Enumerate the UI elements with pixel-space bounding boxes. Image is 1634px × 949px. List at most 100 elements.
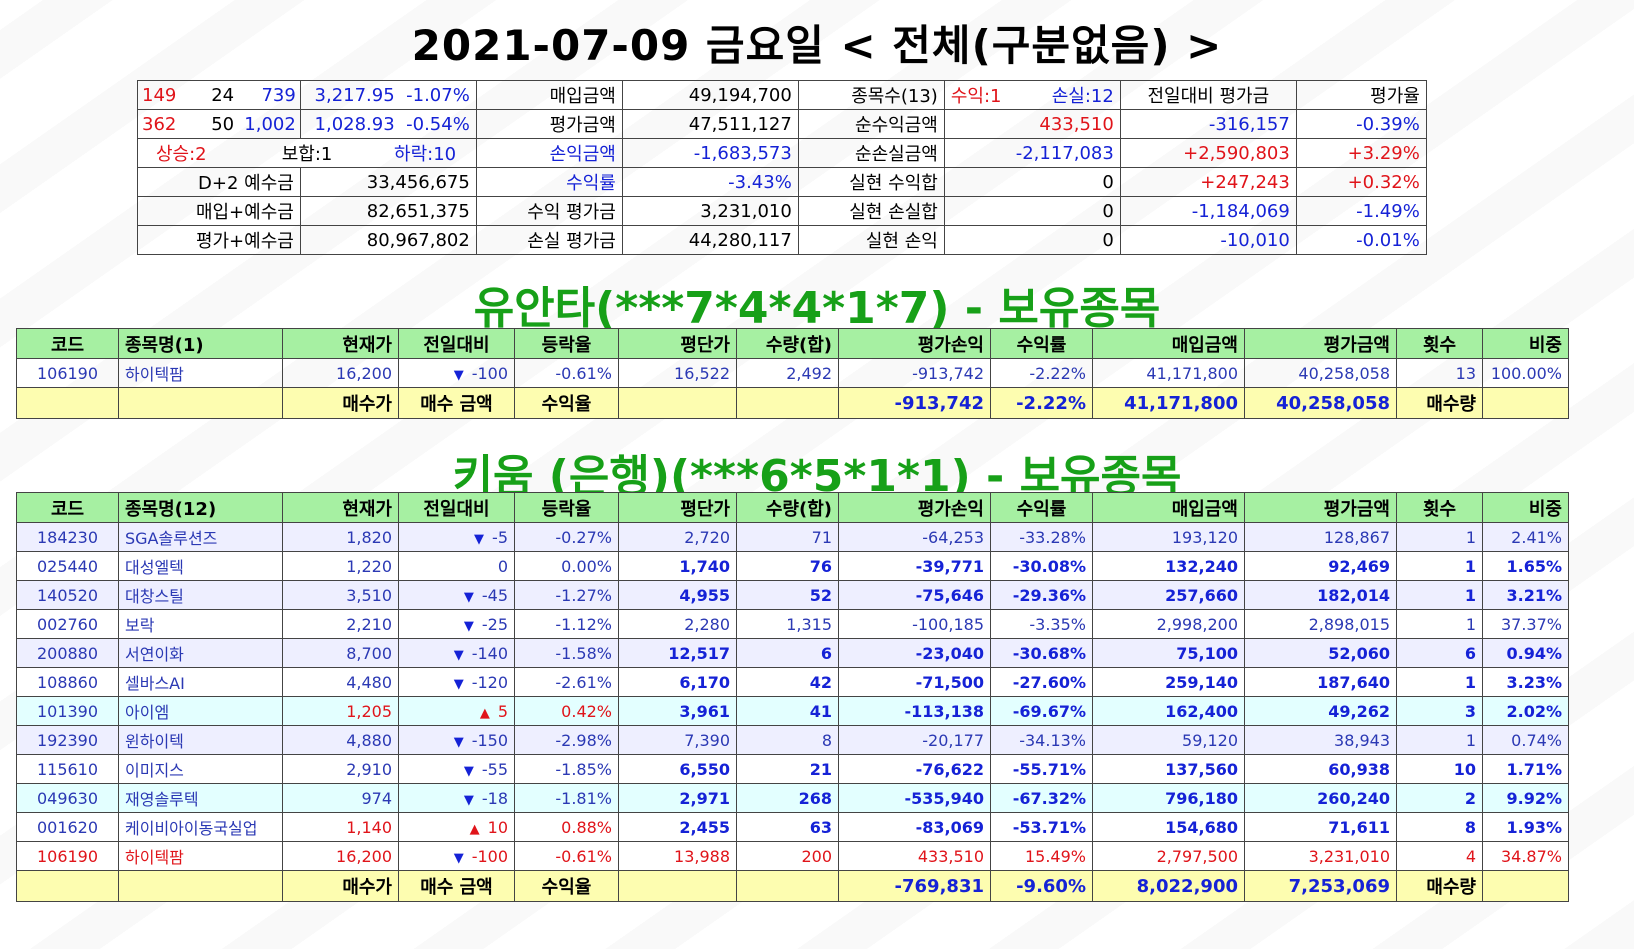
quantity: 42: [736, 667, 839, 697]
current-price: 1,205: [282, 696, 399, 726]
column-header[interactable]: 등락율: [514, 328, 619, 359]
eval-amount: 260,240: [1244, 783, 1397, 813]
table-row[interactable]: 192390 윈하이텍 4,880 ▼ -150 -2.98% 7,390 8 -20,177-…: [16, 725, 1569, 755]
empty-cell: [118, 870, 283, 902]
stock-name[interactable]: 재영솔루텍: [118, 783, 283, 813]
change-value: -18: [481, 788, 508, 808]
stock-name[interactable]: SGA솔루션즈: [118, 522, 283, 552]
average-price: 6,170: [618, 667, 737, 697]
value-cell: -0.01%: [1295, 225, 1427, 255]
quantity: 8: [736, 725, 839, 755]
eval-amount: 2,898,015: [1244, 609, 1397, 639]
column-header[interactable]: 평가금액: [1244, 328, 1397, 359]
total-return: -9.60%: [990, 870, 1093, 902]
table-row[interactable]: 140520 대창스틸 3,510 ▼ -45 -1.27% 4,955 52 -75,646-…: [16, 580, 1569, 610]
current-price: 1,820: [282, 522, 399, 552]
trade-count: 1: [1396, 609, 1483, 639]
column-header[interactable]: 코드: [16, 492, 119, 523]
column-header[interactable]: 횟수: [1396, 328, 1483, 359]
column-header[interactable]: 평가손익: [838, 328, 991, 359]
column-header[interactable]: 수익률: [990, 492, 1093, 523]
table-row[interactable]: 200880 서연이화 8,700 ▼ -140 -1.58% 12,517 6 -23,040…: [16, 638, 1569, 668]
column-header[interactable]: 수익률: [990, 328, 1093, 359]
trade-count: 8: [1396, 812, 1483, 842]
column-header[interactable]: 현재가: [282, 492, 399, 523]
table-row[interactable]: 106190 하이텍팜 16,200 ▼ -100 -0.61% 16,522 2,492 -9…: [16, 358, 1569, 388]
stock-name[interactable]: 이미지스: [118, 754, 283, 784]
column-header[interactable]: 종목명(12): [118, 492, 283, 523]
weight: 2.41%: [1482, 522, 1569, 552]
eval-amount: 49,262: [1244, 696, 1397, 726]
stock-name[interactable]: 하이텍팜: [118, 358, 283, 388]
column-header[interactable]: 전일대비: [398, 328, 515, 359]
stock-name[interactable]: 아이엠: [118, 696, 283, 726]
unchanged-count: 50: [211, 113, 235, 135]
total-buy-amount: 41,171,800: [1092, 387, 1245, 419]
current-price: 16,200: [282, 358, 399, 388]
average-price: 4,955: [618, 580, 737, 610]
eval-amount: 40,258,058: [1244, 358, 1397, 388]
column-header[interactable]: 현재가: [282, 328, 399, 359]
table-row[interactable]: 049630 재영솔루텍 974 ▼ -18 -1.81% 2,971 268 -535,940…: [16, 783, 1569, 813]
up-triangle-icon: ▲: [479, 705, 490, 721]
change-rate: -1.58%: [514, 638, 619, 668]
change-rate: 0.88%: [514, 812, 619, 842]
stock-name[interactable]: 케이비아이동국실업: [118, 812, 283, 842]
column-header[interactable]: 횟수: [1396, 492, 1483, 523]
table-row[interactable]: 115610 이미지스 2,910 ▼ -55 -1.85% 6,550 21 -76,622-…: [16, 754, 1569, 784]
column-header[interactable]: 전일대비: [398, 492, 515, 523]
down-triangle-icon: ▼: [463, 618, 474, 634]
stock-name[interactable]: 하이텍팜: [118, 841, 283, 871]
stock-name[interactable]: 대성엘텍: [118, 551, 283, 581]
weight: 1.71%: [1482, 754, 1569, 784]
summary-row: 149 24 739 3,217.95 -1.07% 매입금액 49,194,7…: [137, 80, 1427, 110]
table-row[interactable]: 108860 셀바스AI 4,480 ▼ -120 -2.61% 6,170 42 -71,50…: [16, 667, 1569, 697]
table-row[interactable]: 025440 대성엘텍 1,220 0 0.00% 1,740 76 -39,771 -30.0…: [16, 551, 1569, 581]
column-header[interactable]: 코드: [16, 328, 119, 359]
profit-loss: -75,646: [838, 580, 991, 610]
value-cell: +2,590,803: [1119, 138, 1297, 168]
stock-name[interactable]: 보락: [118, 609, 283, 639]
average-price: 6,550: [618, 754, 737, 784]
column-header[interactable]: 비중: [1482, 328, 1569, 359]
stock-name[interactable]: 셀바스AI: [118, 667, 283, 697]
stock-name[interactable]: 대창스틸: [118, 580, 283, 610]
change-rate: -0.61%: [514, 358, 619, 388]
column-header[interactable]: 평단가: [618, 328, 737, 359]
label-cell: 실현 수익합: [797, 167, 945, 197]
column-header[interactable]: 평가손익: [838, 492, 991, 523]
change-value: -55: [481, 759, 508, 779]
column-header[interactable]: 등락율: [514, 492, 619, 523]
table-row[interactable]: 101390 아이엠 1,205 ▲ 5 0.42% 3,961 41 -113,138 -69.…: [16, 696, 1569, 726]
footer-label: 수익율: [514, 387, 619, 419]
column-header[interactable]: 매입금액: [1092, 492, 1245, 523]
table-row[interactable]: 002760 보락 2,210 ▼ -25 -1.12% 2,280 1,315 -100,18…: [16, 609, 1569, 639]
column-header[interactable]: 비중: [1482, 492, 1569, 523]
profit-loss: -913,742: [838, 358, 991, 388]
average-price: 2,971: [618, 783, 737, 813]
stock-name[interactable]: 서연이화: [118, 638, 283, 668]
index-change: -0.54%: [406, 113, 470, 135]
quantity: 21: [736, 754, 839, 784]
column-header[interactable]: 매입금액: [1092, 328, 1245, 359]
column-header[interactable]: 평단가: [618, 492, 737, 523]
stock-name[interactable]: 윈하이텍: [118, 725, 283, 755]
column-header[interactable]: 수량(합): [736, 328, 839, 359]
quantity: 63: [736, 812, 839, 842]
trade-count: 1: [1396, 551, 1483, 581]
table-row[interactable]: 001620 케이비아이동국실업 1,140 ▲ 10 0.88% 2,455 63 -83,0…: [16, 812, 1569, 842]
summary-footer-row: 매수가 매수 금액 수익율 -913,742 -2.22% 41,171,800 40,25…: [16, 387, 1569, 419]
return-rate: -67.32%: [990, 783, 1093, 813]
buy-amount: 2,998,200: [1092, 609, 1245, 639]
column-header[interactable]: 종목명(1): [118, 328, 283, 359]
table-row[interactable]: 184230 SGA솔루션즈 1,820 ▼ -5 -0.27% 2,720 71 -64,25…: [16, 522, 1569, 552]
change-rate: -1.85%: [514, 754, 619, 784]
column-header[interactable]: 수량(합): [736, 492, 839, 523]
column-header[interactable]: 평가금액: [1244, 492, 1397, 523]
table-row[interactable]: 106190 하이텍팜 16,200 ▼ -100 -0.61% 13,988 200 433,…: [16, 841, 1569, 871]
average-price: 2,280: [618, 609, 737, 639]
quantity: 6: [736, 638, 839, 668]
empty-cell: [618, 870, 737, 902]
change-rate: -1.81%: [514, 783, 619, 813]
weight: 37.37%: [1482, 609, 1569, 639]
